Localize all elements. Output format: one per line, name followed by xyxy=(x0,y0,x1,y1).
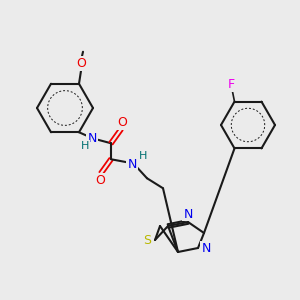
Text: H: H xyxy=(81,141,89,151)
Text: O: O xyxy=(117,116,127,129)
Text: S: S xyxy=(143,233,151,247)
Text: O: O xyxy=(76,57,86,70)
Text: N: N xyxy=(87,132,97,145)
Text: O: O xyxy=(95,174,105,187)
Text: N: N xyxy=(127,158,137,171)
Text: F: F xyxy=(228,78,235,91)
Text: N: N xyxy=(201,242,211,254)
Text: H: H xyxy=(139,151,147,161)
Text: N: N xyxy=(183,208,193,220)
